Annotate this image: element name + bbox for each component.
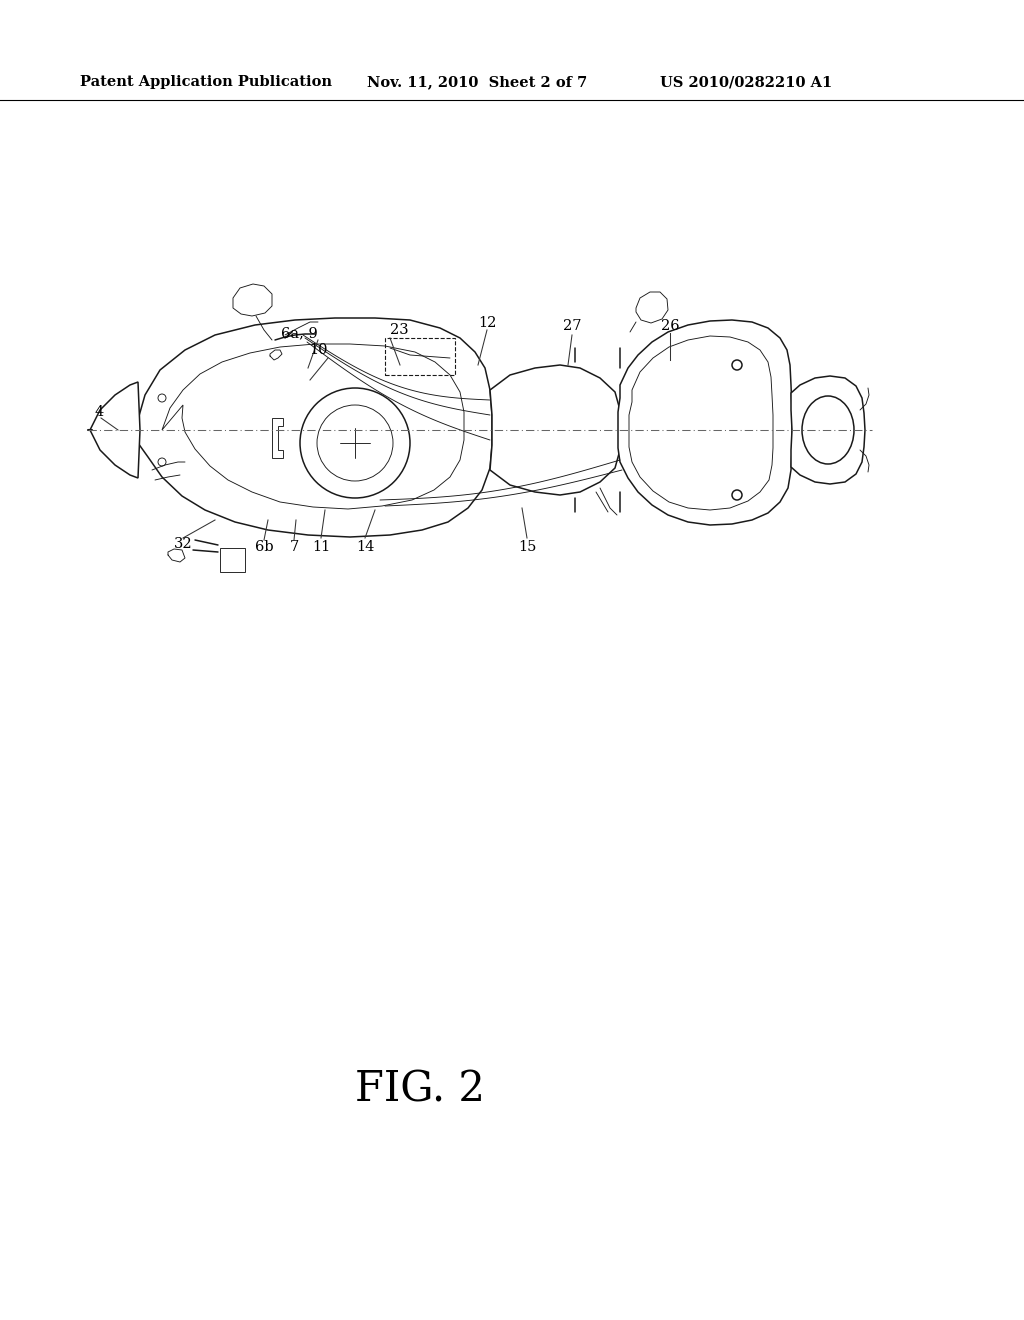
Text: 26: 26: [660, 319, 679, 333]
Text: Nov. 11, 2010  Sheet 2 of 7: Nov. 11, 2010 Sheet 2 of 7: [367, 75, 587, 88]
Text: 12: 12: [478, 315, 497, 330]
Text: 4: 4: [94, 405, 103, 418]
Text: 15: 15: [518, 540, 537, 554]
Text: Patent Application Publication: Patent Application Publication: [80, 75, 332, 88]
Polygon shape: [636, 292, 668, 323]
Polygon shape: [618, 319, 792, 525]
Polygon shape: [490, 366, 620, 495]
Text: 27: 27: [563, 319, 582, 333]
Polygon shape: [90, 381, 140, 478]
Text: 10: 10: [309, 343, 328, 356]
Circle shape: [732, 360, 742, 370]
Bar: [385, 338, 455, 375]
Text: 11: 11: [312, 540, 330, 554]
Text: FIG. 2: FIG. 2: [355, 1069, 485, 1111]
Text: 7: 7: [290, 540, 299, 554]
Polygon shape: [135, 318, 492, 537]
Text: 32: 32: [174, 537, 193, 550]
Polygon shape: [233, 284, 272, 315]
Polygon shape: [220, 548, 245, 572]
Text: 23: 23: [390, 323, 409, 337]
Text: US 2010/0282210 A1: US 2010/0282210 A1: [660, 75, 833, 88]
Text: 6a, 9: 6a, 9: [282, 326, 318, 341]
Circle shape: [732, 490, 742, 500]
Text: 6b: 6b: [255, 540, 273, 554]
Text: 14: 14: [355, 540, 374, 554]
Polygon shape: [791, 376, 865, 484]
Circle shape: [300, 388, 410, 498]
